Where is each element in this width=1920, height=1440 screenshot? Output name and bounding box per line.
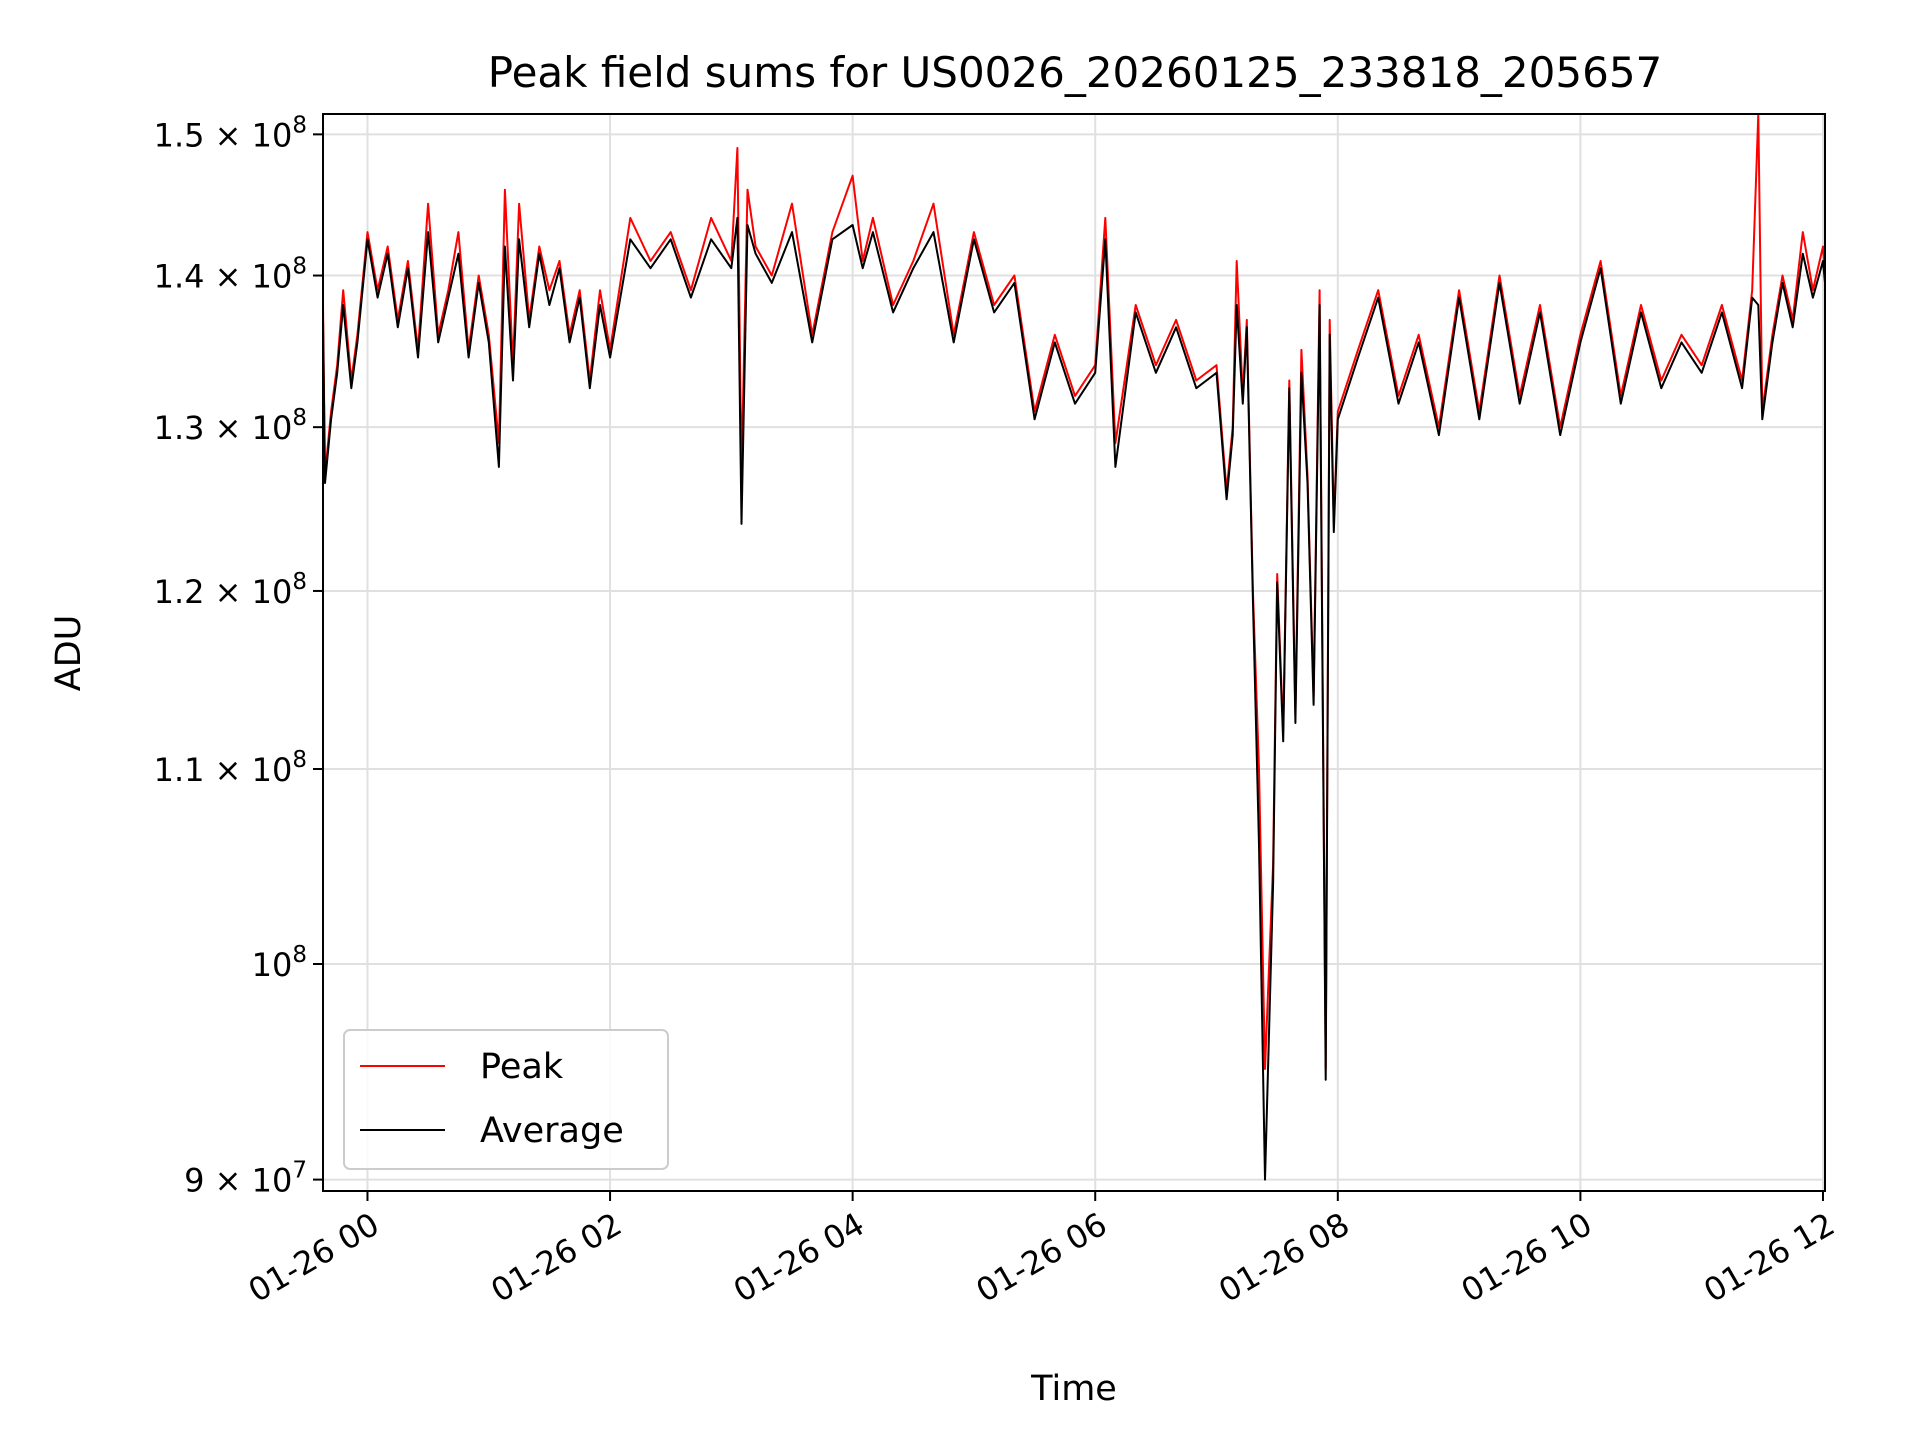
y-tick-label: 1.2 × 108: [154, 569, 307, 611]
y-tick-label: 1.1 × 108: [154, 747, 307, 789]
legend-frame: [343, 1029, 669, 1170]
y-axis: 9 × 107 108 1.1 × 108 1.2 × 108 1.3 × 108 1.4…: [154, 112, 323, 1200]
legend: Peak Average: [343, 1029, 669, 1170]
chart-title: Peak field sums for US0026_20260125_2338…: [488, 48, 1663, 97]
y-tick-label: 1.5 × 108: [154, 112, 307, 154]
x-axis-label: Time: [1030, 1369, 1117, 1409]
y-tick-label: 108: [252, 942, 307, 984]
legend-label-average: Average: [480, 1111, 624, 1151]
y-axis-label: ADU: [49, 615, 89, 692]
legend-label-peak: Peak: [480, 1047, 564, 1087]
plot-frame: [322, 113, 1826, 1192]
y-tick-label: 1.3 × 108: [154, 405, 307, 447]
series-layer: [322, 113, 1826, 1181]
series-line-average: [322, 216, 1826, 1181]
grid: [323, 114, 1825, 1191]
series-line-peak: [322, 113, 1826, 1070]
y-tick-label: 1.4 × 108: [154, 254, 307, 296]
y-tick-label: 9 × 107: [184, 1158, 307, 1200]
